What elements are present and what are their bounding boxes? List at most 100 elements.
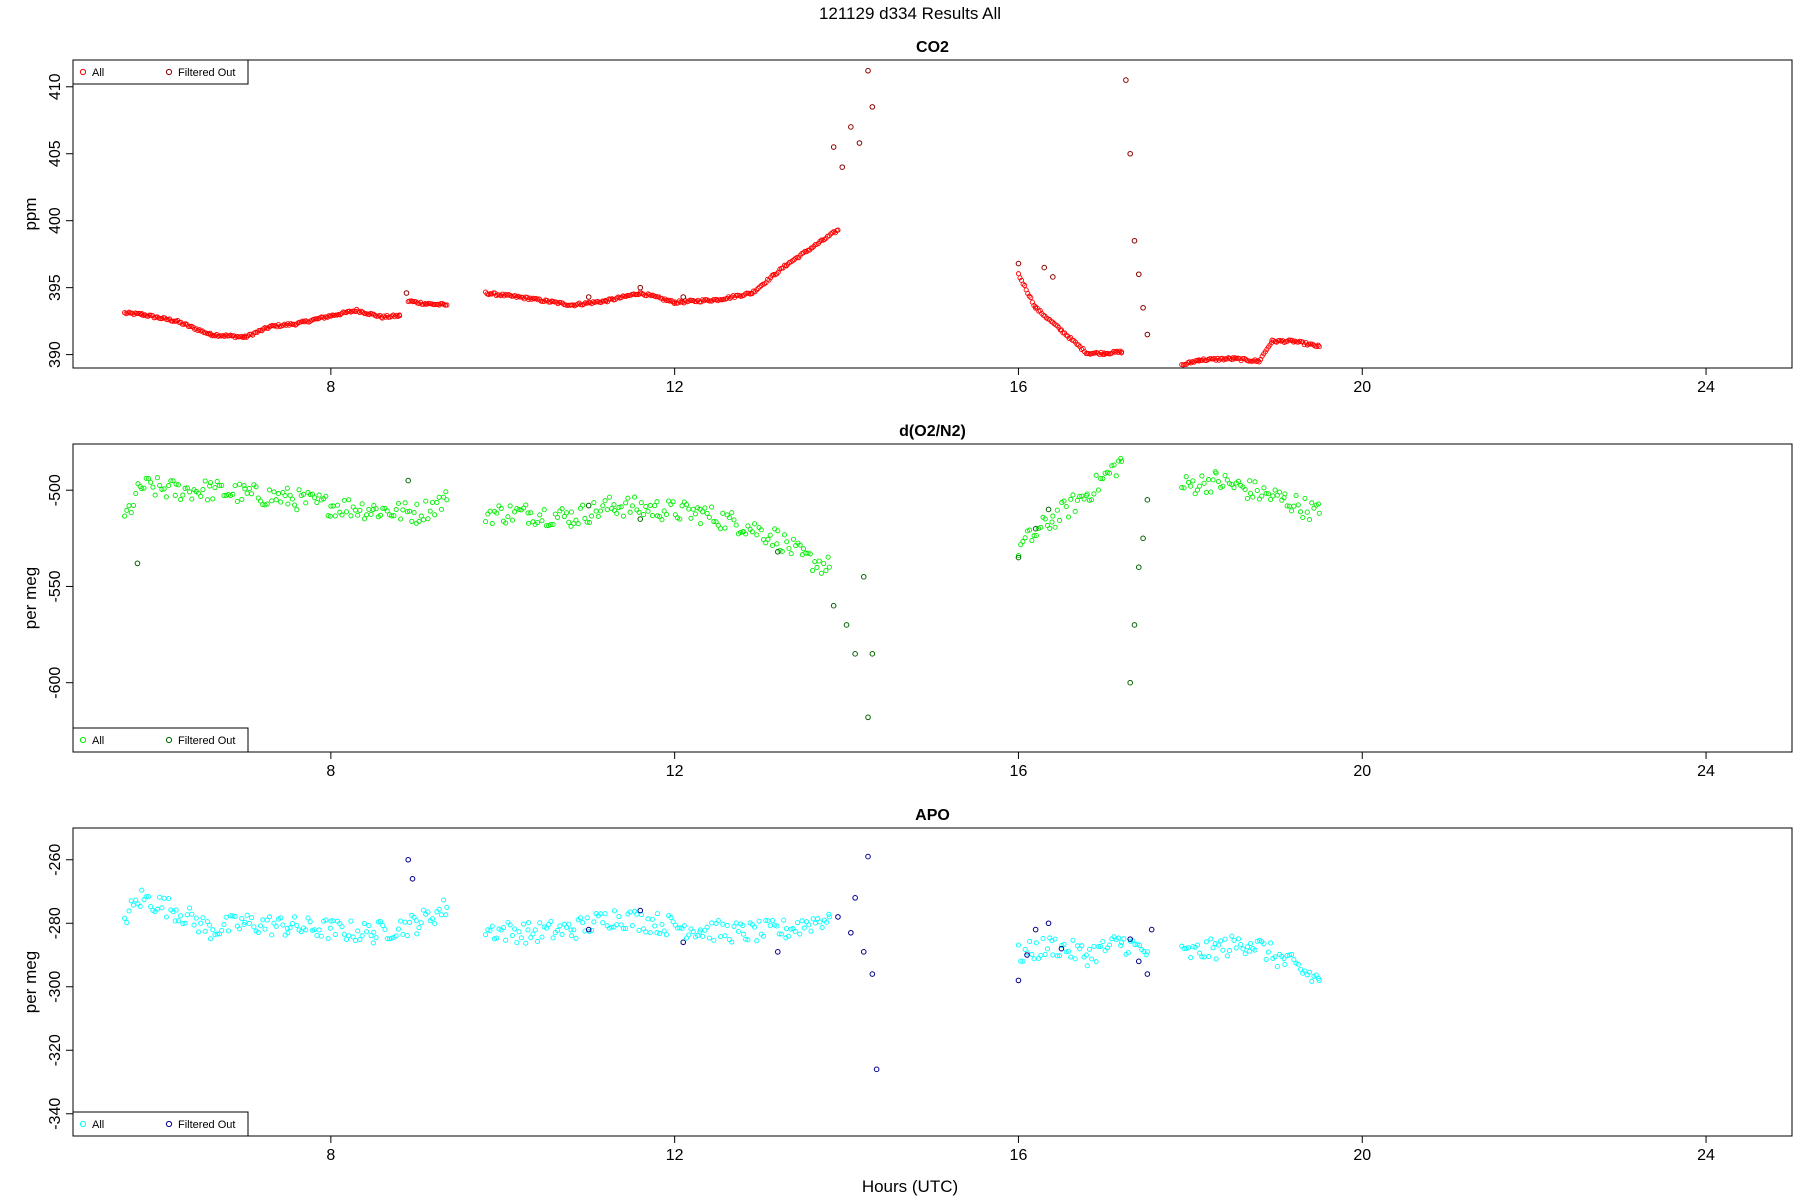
point-all bbox=[389, 935, 395, 941]
point-all bbox=[776, 931, 782, 937]
x-tick-label: 24 bbox=[1697, 379, 1715, 396]
point-all bbox=[303, 500, 309, 506]
y-tick-label: 410 bbox=[47, 73, 64, 100]
point-all bbox=[348, 513, 354, 519]
point-all bbox=[1089, 497, 1095, 503]
point-all bbox=[697, 929, 703, 935]
point-all bbox=[414, 931, 420, 937]
point-all bbox=[154, 906, 160, 912]
point-all bbox=[122, 915, 128, 921]
point-all bbox=[580, 920, 586, 926]
point-filtered bbox=[1131, 237, 1138, 244]
point-all bbox=[483, 519, 489, 525]
point-all bbox=[606, 494, 613, 500]
point-all bbox=[1190, 478, 1196, 484]
point-all bbox=[1247, 948, 1253, 954]
point-all bbox=[404, 509, 410, 515]
point-all bbox=[1083, 952, 1089, 958]
point-all bbox=[377, 919, 384, 925]
point-filtered bbox=[1131, 622, 1138, 628]
point-all bbox=[1049, 519, 1055, 525]
point-all bbox=[1040, 936, 1046, 942]
point-all bbox=[689, 298, 695, 304]
point-all bbox=[645, 508, 651, 514]
point-all bbox=[373, 935, 379, 941]
point-all bbox=[591, 919, 597, 925]
point-all bbox=[1084, 963, 1090, 969]
point-all bbox=[198, 493, 204, 500]
point-all bbox=[175, 482, 181, 488]
point-all bbox=[824, 919, 830, 925]
point-filtered bbox=[852, 895, 858, 901]
point-all bbox=[1297, 966, 1304, 972]
point-all bbox=[774, 923, 780, 929]
point-all bbox=[790, 536, 796, 542]
point-all bbox=[348, 918, 354, 924]
point-all bbox=[285, 321, 291, 327]
point-all bbox=[681, 499, 687, 505]
point-all bbox=[1261, 941, 1267, 947]
point-all bbox=[745, 937, 751, 943]
point-all bbox=[1056, 517, 1063, 524]
point-all bbox=[178, 497, 184, 503]
point-all bbox=[625, 495, 631, 501]
point-all bbox=[294, 922, 300, 928]
point-all bbox=[763, 917, 769, 923]
point-all bbox=[767, 532, 773, 538]
point-all bbox=[1210, 477, 1216, 483]
point-all bbox=[541, 507, 547, 513]
x-tick-label: 8 bbox=[326, 1147, 335, 1164]
point-all bbox=[341, 931, 347, 937]
y-tick-label: -600 bbox=[47, 667, 64, 699]
point-filtered bbox=[869, 104, 876, 110]
point-all bbox=[1263, 956, 1269, 962]
point-all bbox=[239, 915, 245, 922]
point-all bbox=[797, 931, 803, 937]
point-all bbox=[429, 499, 435, 505]
point-all bbox=[230, 491, 236, 497]
point-all bbox=[835, 227, 841, 233]
point-all bbox=[373, 506, 379, 512]
point-all bbox=[1265, 949, 1271, 955]
point-all bbox=[663, 511, 669, 518]
point-all bbox=[580, 502, 586, 508]
point-all bbox=[494, 510, 500, 516]
point-all bbox=[505, 514, 511, 520]
point-all bbox=[525, 927, 531, 933]
legend: All Filtered Out bbox=[72, 1111, 249, 1137]
point-all bbox=[816, 558, 822, 564]
point-all bbox=[271, 489, 277, 495]
point-all bbox=[575, 521, 581, 527]
point-all bbox=[219, 482, 225, 488]
point-all bbox=[1015, 942, 1022, 948]
point-all bbox=[725, 294, 732, 300]
point-all bbox=[1263, 490, 1269, 496]
point-all bbox=[586, 520, 592, 526]
point-all bbox=[1056, 953, 1063, 959]
point-all bbox=[1181, 485, 1187, 491]
legend-entry: Filtered Out bbox=[178, 1119, 235, 1131]
point-filtered bbox=[680, 294, 687, 300]
point-all bbox=[191, 922, 197, 928]
point-all bbox=[1017, 275, 1023, 281]
point-all bbox=[1086, 946, 1092, 952]
point-all bbox=[357, 936, 363, 943]
point-all bbox=[677, 516, 683, 522]
point-all bbox=[1185, 479, 1192, 485]
point-all bbox=[1038, 952, 1044, 959]
x-tick-label: 24 bbox=[1697, 763, 1715, 780]
point-all bbox=[1136, 942, 1143, 948]
point-all bbox=[436, 494, 442, 500]
x-tick-label: 12 bbox=[666, 379, 684, 396]
point-all bbox=[1284, 952, 1290, 959]
point-all bbox=[516, 929, 522, 935]
point-all bbox=[754, 532, 760, 538]
point-all bbox=[1125, 950, 1131, 956]
point-all bbox=[389, 513, 395, 519]
point-all bbox=[359, 933, 365, 939]
point-all bbox=[178, 913, 184, 919]
point-all bbox=[237, 926, 243, 932]
point-all bbox=[1107, 942, 1113, 948]
point-filtered bbox=[405, 856, 412, 863]
point-all bbox=[792, 928, 798, 935]
